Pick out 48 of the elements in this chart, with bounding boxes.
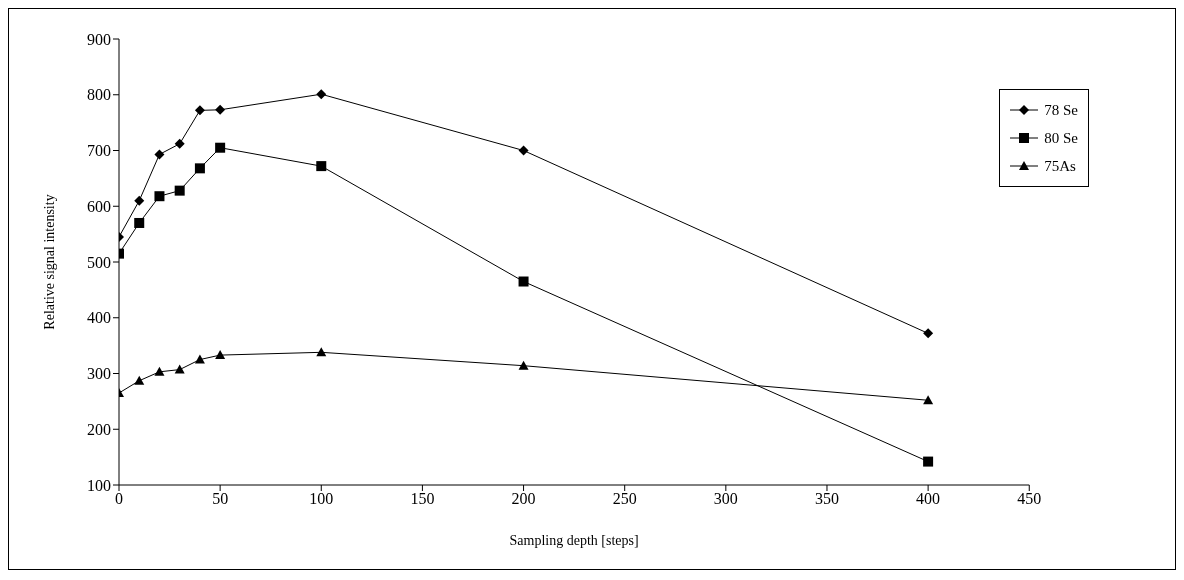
- point: [215, 104, 226, 115]
- x-tick-label: 450: [1017, 490, 1042, 508]
- x-tick-label: 150: [410, 490, 435, 508]
- legend-label: 80 Se: [1044, 129, 1078, 148]
- y-tick-label: 100: [87, 476, 111, 494]
- x-tick-label: 400: [916, 490, 941, 508]
- point: [134, 195, 145, 206]
- y-tick-label: 600: [87, 197, 111, 215]
- y-axis-title: Relative signal intensity: [41, 194, 57, 330]
- point: [923, 456, 934, 467]
- point: [134, 375, 145, 385]
- point: [316, 347, 327, 357]
- point: [518, 360, 529, 370]
- point: [923, 395, 934, 405]
- point: [316, 161, 327, 172]
- y-tick-label: 700: [87, 142, 111, 160]
- x-tick-label: 200: [511, 490, 536, 508]
- point: [154, 366, 165, 376]
- y-tick-label: 900: [87, 30, 111, 48]
- y-tick-label: 800: [87, 86, 111, 104]
- y-tick-label: 500: [87, 253, 111, 271]
- y-tick-label: 400: [87, 309, 111, 327]
- x-tick-label: 50: [212, 490, 229, 508]
- point: [174, 364, 185, 374]
- point: [316, 89, 327, 100]
- point: [518, 145, 529, 156]
- x-tick-label: 0: [115, 490, 123, 508]
- point: [194, 105, 205, 116]
- legend-label: 75As: [1044, 157, 1076, 176]
- point: [174, 185, 185, 196]
- point: [134, 217, 145, 228]
- point: [215, 350, 226, 360]
- point: [154, 149, 165, 160]
- x-tick-label: 100: [309, 490, 334, 508]
- x-tick-label: 350: [814, 490, 839, 508]
- x-tick-label: 300: [713, 490, 738, 508]
- legend-label: 78 Se: [1044, 101, 1078, 120]
- y-tick-label: 200: [87, 420, 111, 438]
- point: [194, 163, 205, 174]
- point: [215, 142, 226, 153]
- point: [518, 276, 529, 287]
- point: [154, 191, 165, 202]
- x-tick-label: 250: [612, 490, 637, 508]
- point: [174, 138, 185, 149]
- x-axis-title: Sampling depth [steps]: [509, 533, 639, 548]
- y-tick-label: 300: [87, 365, 111, 383]
- point: [923, 328, 934, 339]
- point: [194, 354, 205, 364]
